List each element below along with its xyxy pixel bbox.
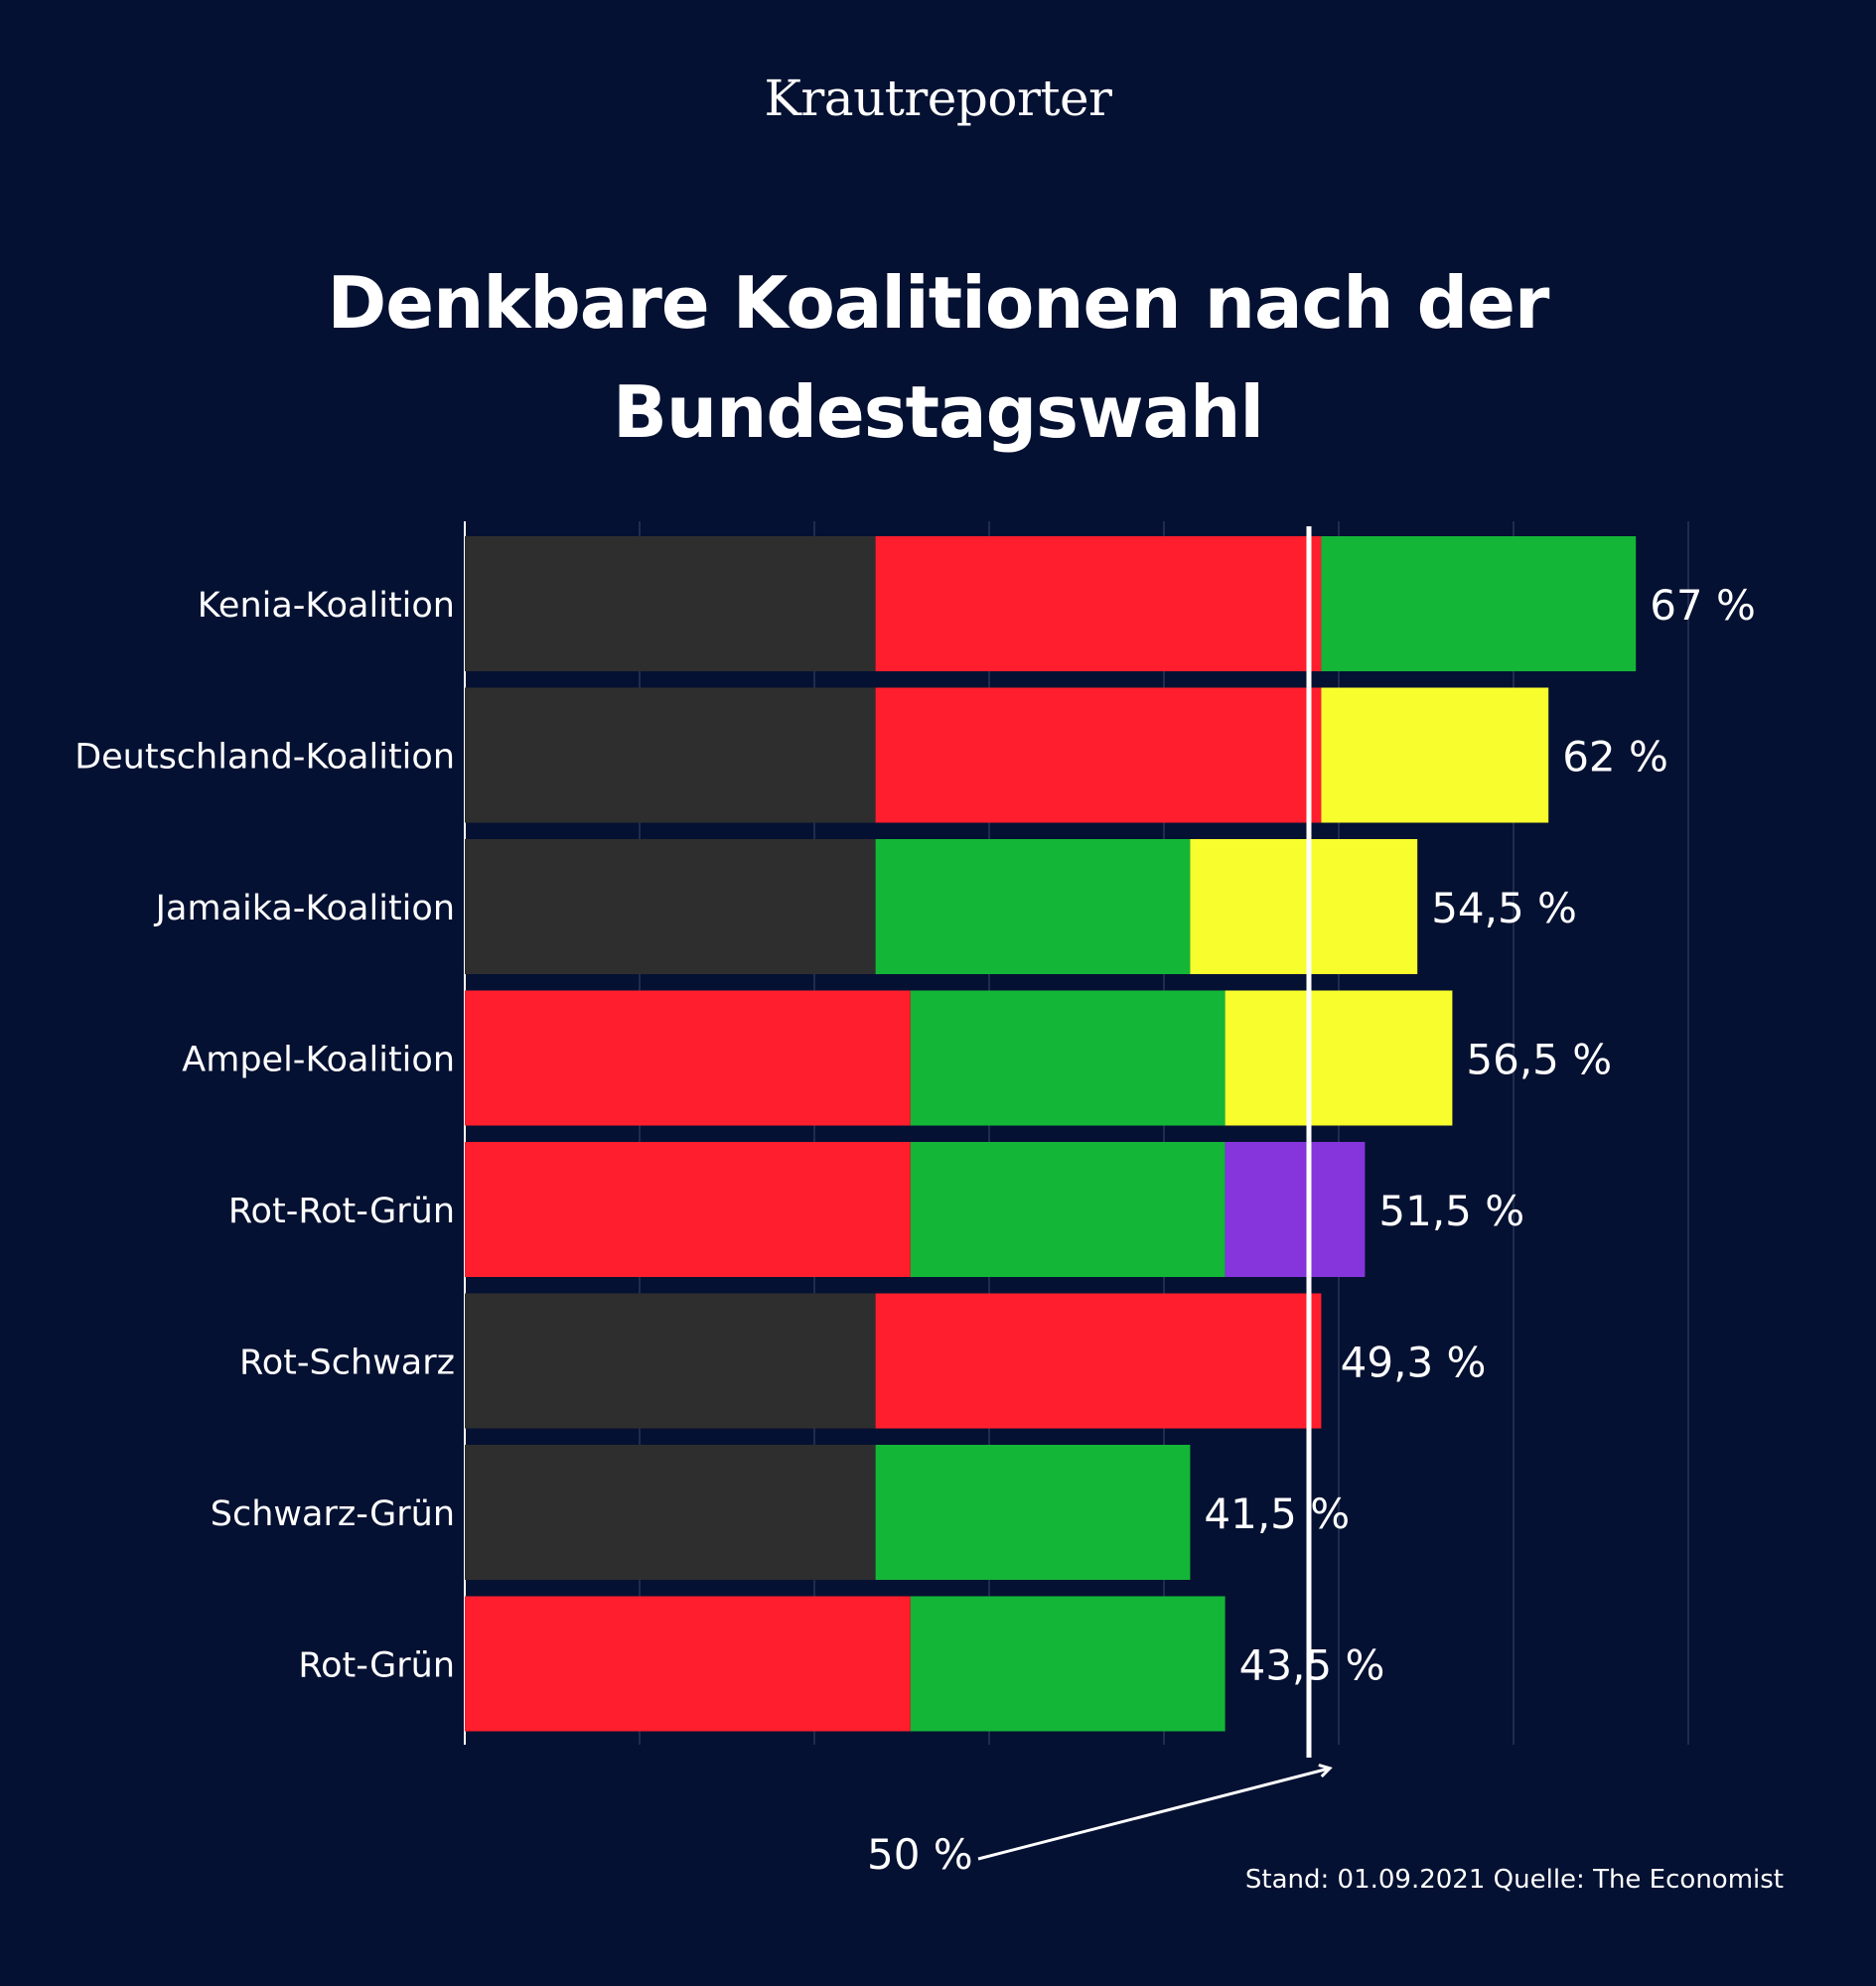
bar-segment-union [465, 1445, 876, 1580]
value-label: 43,5 % [1239, 1641, 1385, 1690]
bar-segment-gruene [910, 1596, 1226, 1732]
value-label: 49,3 % [1341, 1339, 1487, 1387]
labels: Kenia-Koalition 67 % Deutschland-Koalition… [74, 581, 1756, 1690]
value-label: 56,5 % [1466, 1036, 1612, 1084]
category-label: Schwarz-Grün [211, 1494, 455, 1534]
value-label: 41,5 % [1204, 1490, 1350, 1538]
bar-segment-linke [1225, 1142, 1366, 1277]
bar-segment-fdp [1190, 839, 1418, 974]
bar-segment-gruene [910, 990, 1226, 1126]
bar-segment-spd [465, 1596, 911, 1732]
category-label: Deutschland-Koalition [74, 738, 455, 778]
bar-segment-spd [875, 1293, 1322, 1429]
category-label: Rot-Rot-Grün [228, 1192, 455, 1231]
category-label: Kenia-Koalition [198, 586, 455, 626]
bar-segment-union [465, 1293, 876, 1429]
bar-segment-fdp [1321, 687, 1549, 823]
category-label: Ampel-Koalition [182, 1041, 455, 1080]
source-note: Stand: 01.09.2021 Quelle: The Economist [1244, 1865, 1784, 1895]
value-label: 67 % [1650, 581, 1756, 630]
bar-segment-gruene [910, 1142, 1226, 1277]
chart-title-line-2: Bundestagswahl [612, 370, 1264, 454]
threshold-label: 50 % [867, 1830, 973, 1879]
value-label: 62 % [1562, 733, 1668, 781]
value-label: 54,5 % [1431, 884, 1577, 932]
category-label: Jamaika-Koalition [154, 889, 455, 928]
bar-segment-spd [875, 687, 1322, 823]
bar-segment-spd [875, 536, 1322, 671]
brand-logo: Krautreporter [764, 70, 1112, 127]
bar-segment-gruene [875, 839, 1191, 974]
bars [465, 536, 1637, 1732]
bar-segment-union [465, 536, 876, 671]
bar-segment-union [465, 687, 876, 823]
bar-segment-spd [465, 990, 911, 1126]
chart-title: Denkbare Koalitionen nach der Bundestags… [0, 248, 1876, 467]
bar-segment-gruene [875, 1445, 1191, 1580]
threshold-marker: 50 % [867, 526, 1329, 1879]
threshold-arrow [977, 1769, 1329, 1861]
bar-segment-gruene [1321, 536, 1637, 671]
chart-title-line-1: Denkbare Koalitionen nach der [327, 261, 1550, 345]
value-label: 51,5 % [1378, 1187, 1524, 1235]
bar-segment-union [465, 839, 876, 974]
bar-segment-spd [465, 1142, 911, 1277]
category-label: Rot-Grün [298, 1646, 455, 1686]
category-label: Rot-Schwarz [239, 1344, 455, 1383]
bar-segment-fdp [1225, 990, 1453, 1126]
